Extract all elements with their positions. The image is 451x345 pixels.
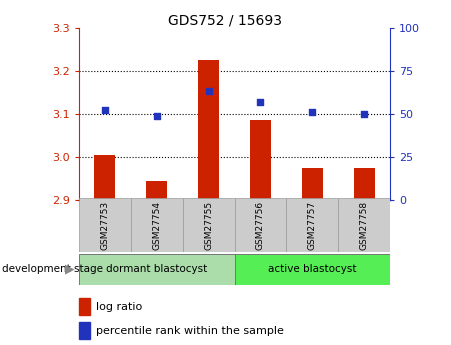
Bar <box>235 254 390 285</box>
Bar <box>338 198 390 252</box>
Bar <box>79 198 131 252</box>
Bar <box>235 198 286 252</box>
Text: GSM27755: GSM27755 <box>204 200 213 250</box>
Point <box>361 111 368 117</box>
Bar <box>79 254 235 285</box>
Bar <box>94 155 115 200</box>
Text: dormant blastocyst: dormant blastocyst <box>106 264 207 274</box>
Bar <box>79 322 90 339</box>
Bar <box>198 60 219 200</box>
Text: GSM27757: GSM27757 <box>308 200 317 250</box>
Text: GSM27758: GSM27758 <box>360 200 368 250</box>
Bar <box>131 198 183 252</box>
Bar <box>286 198 338 252</box>
Point <box>153 113 160 118</box>
Text: GSM27753: GSM27753 <box>101 200 109 250</box>
Text: active blastocyst: active blastocyst <box>268 264 357 274</box>
Bar <box>250 120 271 200</box>
Point <box>257 99 264 105</box>
Text: percentile rank within the sample: percentile rank within the sample <box>96 326 284 336</box>
Bar <box>79 298 90 315</box>
Bar <box>146 181 167 200</box>
Text: GSM27756: GSM27756 <box>256 200 265 250</box>
Text: GDS752 / 15693: GDS752 / 15693 <box>169 14 282 28</box>
Point <box>101 108 108 113</box>
Text: GSM27754: GSM27754 <box>152 200 161 250</box>
Text: log ratio: log ratio <box>96 302 142 312</box>
Point <box>308 109 316 115</box>
Bar <box>302 168 322 200</box>
Bar <box>183 198 235 252</box>
Bar <box>354 168 374 200</box>
Text: development stage: development stage <box>2 264 103 274</box>
Text: ▶: ▶ <box>65 263 74 276</box>
Point <box>205 89 212 94</box>
